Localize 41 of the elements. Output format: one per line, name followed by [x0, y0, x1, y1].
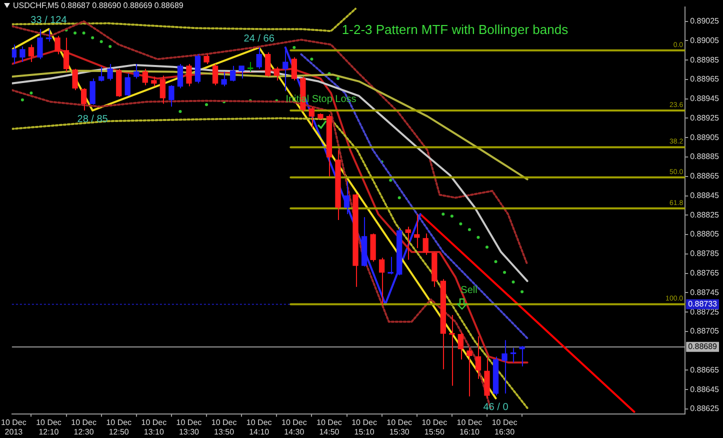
y-tick-label: 0.88925	[690, 113, 720, 122]
y-tick-label: 0.88905	[690, 132, 720, 142]
x-tick-label: 10 Dec 14:50	[316, 418, 342, 436]
chart-subtitle: USDCHF,M5 0.88687 0.88690 0.88669 0.88689	[13, 1, 184, 10]
x-tick-label: 10 Dec 14:10	[246, 418, 272, 436]
text: 1-2-3 Pattern MTF with Bollinger bands	[340, 22, 570, 37]
x-tick-label: 10 Dec 15:10	[352, 418, 377, 436]
x-tick-label: 10 Dec 13:50	[211, 418, 237, 436]
annotation: 46 / 0	[483, 402, 509, 414]
y-tick-label: 0.88965	[690, 74, 720, 84]
x-tick-label: 10 Dec 13:30	[176, 418, 202, 436]
y-tick-label: 0.88985	[690, 55, 720, 64]
x-tick-label: 10 Dec 16:30	[492, 418, 518, 436]
x-tick-label: 10 Dec 15:30	[386, 418, 412, 436]
y-tick-label: 0.89025	[690, 16, 720, 26]
y-tick-label: 0.88705	[690, 326, 720, 336]
y-tick-label: 0.88825	[690, 210, 720, 220]
y-tick-label: 0.88645	[690, 384, 720, 394]
x-tick-label: 10 Dec 12:50	[106, 418, 132, 436]
x-tick-label: 10 Dec 14:30	[281, 418, 307, 436]
y-tick-label: 0.89005	[690, 36, 720, 45]
x-tick-label: 10 Dec 13:10	[141, 418, 167, 436]
y-tick-label: 0.88665	[690, 365, 720, 374]
x-tick-label: 10 Dec 12:10	[36, 418, 62, 436]
y-tick-label: 0.88625	[690, 404, 720, 414]
x-tick-label: 10 Dec 2013	[1, 418, 26, 436]
y-tick-label: 0.88805	[690, 230, 720, 239]
y-tick-label: 0.88865	[690, 172, 720, 181]
x-tick-label: 10 Dec 12:30	[71, 418, 96, 436]
ref-line-label: 0.88689	[688, 342, 718, 352]
y-tick-label: 0.88885	[690, 152, 720, 162]
y-tick-label: 0.88785	[690, 249, 720, 258]
y-tick-label: 0.88845	[690, 190, 720, 200]
ref-line-label: 0.88733	[688, 300, 718, 308]
y-tick-label: 0.88945	[690, 94, 720, 104]
x-tick-label: 10 Dec 15:50	[422, 418, 448, 436]
y-tick-label: 0.88765	[690, 268, 720, 278]
annotation: 24 / 66	[244, 33, 275, 44]
y-tick-label: 0.88725	[690, 307, 720, 316]
y-tick-label: 0.88745	[690, 288, 720, 297]
x-tick-label: 10 Dec 16:10	[456, 418, 482, 436]
